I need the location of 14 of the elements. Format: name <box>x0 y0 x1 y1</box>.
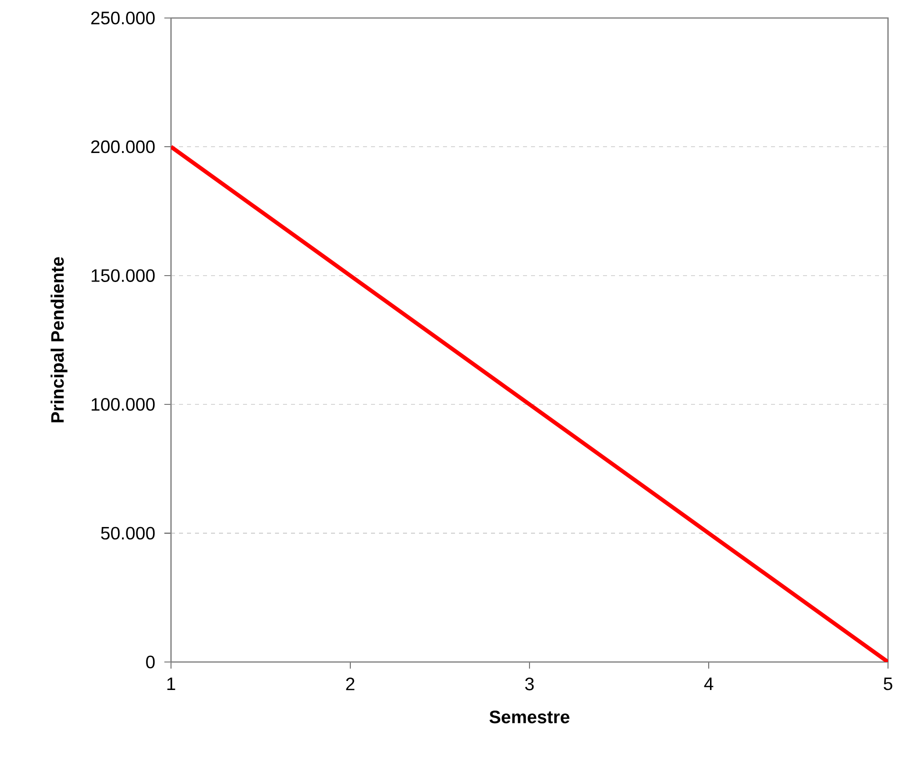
x-tick-label: 4 <box>704 678 714 690</box>
x-tick-label: 2 <box>346 678 354 690</box>
x-tick-label: 3 <box>525 678 534 690</box>
y-tick-label: 0 <box>146 656 155 668</box>
y-tick-label: 100.000 <box>92 398 155 411</box>
x-tick-label: 5 <box>884 678 892 690</box>
y-tick-label: 50.000 <box>101 526 155 540</box>
line-series <box>171 144 888 662</box>
y-tick-label: 150.000 <box>92 269 155 282</box>
y-tick-label: 200.000 <box>91 140 155 154</box>
y-axis-title: Principal Pendiente <box>50 257 68 422</box>
y-tick-label: 250.000 <box>91 12 155 24</box>
x-tick-label: 1 <box>167 678 176 690</box>
x-axis-title: Semestre <box>490 710 570 724</box>
